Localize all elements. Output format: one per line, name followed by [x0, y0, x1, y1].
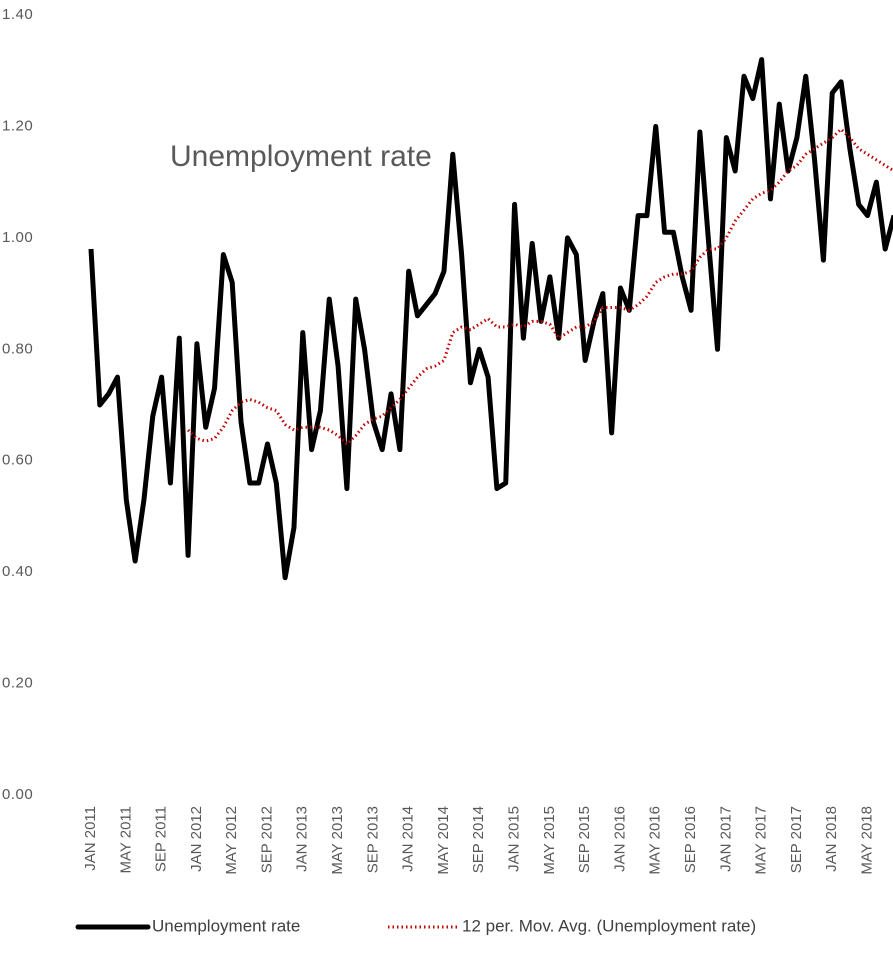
x-tick-label: SEP 2013	[364, 806, 381, 873]
y-tick-label: 0.80	[2, 340, 33, 357]
x-tick-label: MAY 2015	[541, 806, 558, 875]
x-tick-label: SEP 2015	[576, 806, 593, 873]
x-tick-label: JAN 2018	[823, 806, 840, 872]
x-tick-label: SEP 2012	[258, 806, 275, 873]
x-tick-label: MAY 2013	[329, 806, 346, 875]
x-tick-label: MAY 2018	[858, 806, 875, 875]
y-tick-label: 1.40	[2, 6, 33, 23]
series-line	[88, 57, 893, 581]
x-tick-label: JAN 2012	[188, 806, 205, 872]
x-tick-label: JAN 2015	[506, 806, 523, 872]
x-tick-label: SEP 2011	[153, 806, 170, 872]
series-line	[187, 127, 893, 446]
x-tick-label: JAN 2014	[400, 806, 417, 872]
y-tick-label: 0.40	[2, 563, 33, 580]
x-tick-label: SEP 2014	[470, 806, 487, 873]
legend-label: Unemployment rate	[152, 916, 300, 935]
x-tick-label: JAN 2013	[294, 806, 311, 872]
x-tick-label: MAY 2016	[647, 806, 664, 875]
x-tick-label: JAN 2016	[611, 806, 628, 872]
legend-label: 12 per. Mov. Avg. (Unemployment rate)	[462, 916, 756, 935]
annotation: Unemployment rate	[170, 140, 432, 173]
x-tick-label: MAY 2012	[223, 806, 240, 875]
x-tick-label: MAY 2017	[753, 806, 770, 875]
y-tick-label: 0.20	[2, 675, 33, 692]
x-tick-label: JAN 2017	[717, 806, 734, 872]
x-tick-label: SEP 2017	[788, 806, 805, 873]
y-tick-label: 0.60	[2, 452, 33, 469]
y-tick-label: 1.00	[2, 229, 33, 246]
x-tick-label: MAY 2011	[117, 806, 134, 874]
x-tick-label: JAN 2011	[82, 806, 99, 871]
x-tick-label: SEP 2016	[682, 806, 699, 873]
y-tick-label: 1.20	[2, 117, 33, 134]
x-tick-label: MAY 2014	[435, 806, 452, 875]
y-tick-label: 0.00	[2, 786, 33, 803]
